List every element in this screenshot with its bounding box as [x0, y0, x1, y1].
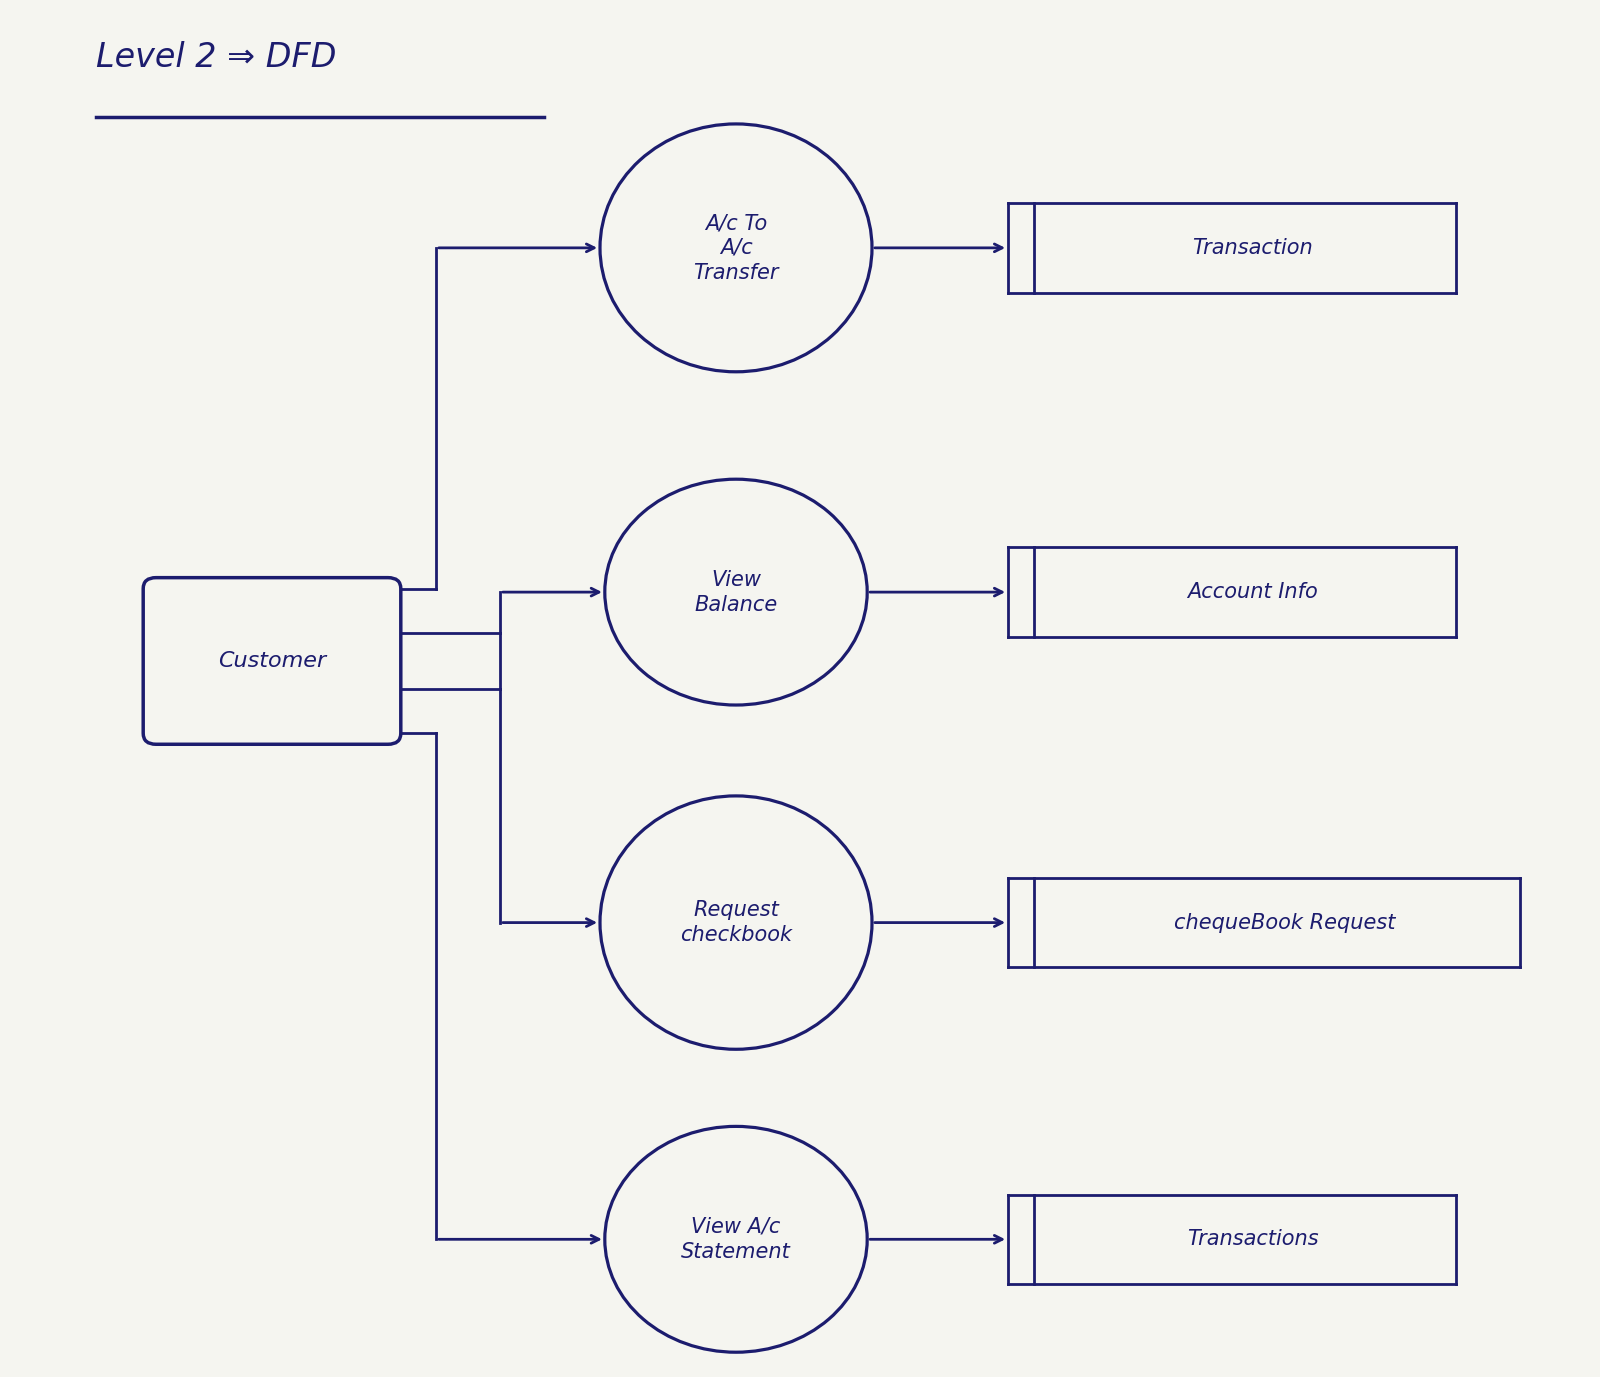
Ellipse shape — [600, 796, 872, 1049]
Text: View A/c
Statement: View A/c Statement — [682, 1217, 790, 1261]
Ellipse shape — [605, 1126, 867, 1352]
Text: Request
checkbook: Request checkbook — [680, 901, 792, 945]
Text: Transactions: Transactions — [1187, 1230, 1318, 1249]
Text: chequeBook Request: chequeBook Request — [1174, 913, 1395, 932]
FancyBboxPatch shape — [144, 578, 400, 744]
Text: Customer: Customer — [218, 651, 326, 671]
Text: Level 2 ⇒ DFD: Level 2 ⇒ DFD — [96, 41, 336, 74]
Text: A/c To
A/c
Transfer: A/c To A/c Transfer — [693, 213, 779, 282]
Ellipse shape — [600, 124, 872, 372]
Text: Transaction: Transaction — [1192, 238, 1314, 257]
Text: View
Balance: View Balance — [694, 570, 778, 614]
Text: Account Info: Account Info — [1187, 582, 1318, 602]
Ellipse shape — [605, 479, 867, 705]
